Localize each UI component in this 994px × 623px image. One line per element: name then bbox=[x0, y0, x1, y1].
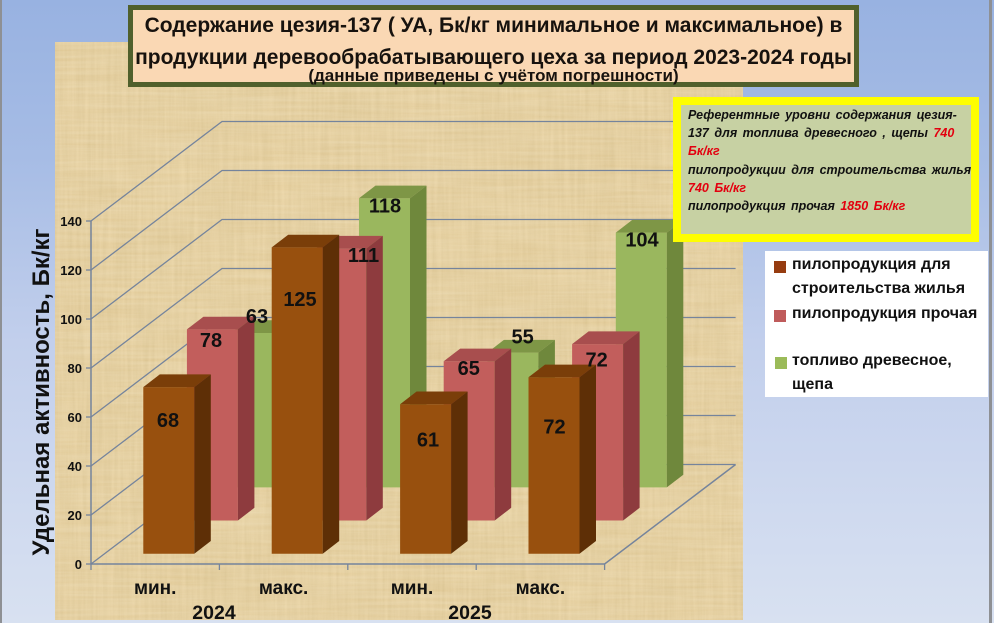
svg-text:63: 63 bbox=[246, 306, 268, 328]
svg-text:120: 120 bbox=[60, 263, 82, 278]
svg-text:78: 78 bbox=[200, 330, 222, 352]
svg-text:мин.: мин. bbox=[391, 578, 434, 599]
svg-text:61: 61 bbox=[417, 430, 439, 452]
svg-text:72: 72 bbox=[543, 416, 565, 438]
svg-text:0: 0 bbox=[75, 557, 82, 572]
svg-text:2024: 2024 bbox=[192, 602, 236, 623]
svg-text:140: 140 bbox=[60, 214, 82, 229]
svg-text:125: 125 bbox=[283, 289, 316, 311]
svg-text:65: 65 bbox=[458, 358, 480, 380]
svg-text:68: 68 bbox=[157, 410, 179, 432]
svg-text:118: 118 bbox=[369, 196, 401, 218]
svg-text:104: 104 bbox=[625, 230, 659, 252]
svg-text:Удельная активность, Бк/кг: Удельная активность, Бк/кг bbox=[28, 228, 55, 555]
svg-text:100: 100 bbox=[60, 312, 82, 327]
svg-text:макс.: макс. bbox=[516, 578, 565, 599]
svg-text:111: 111 bbox=[348, 245, 379, 267]
svg-text:72: 72 bbox=[585, 349, 607, 371]
svg-text:55: 55 bbox=[511, 327, 533, 349]
svg-text:40: 40 bbox=[68, 459, 82, 474]
svg-text:2025: 2025 bbox=[448, 602, 492, 623]
svg-text:80: 80 bbox=[68, 361, 82, 376]
svg-text:мин.: мин. bbox=[134, 578, 177, 599]
svg-text:60: 60 bbox=[68, 410, 82, 425]
svg-text:макс.: макс. bbox=[259, 578, 308, 599]
svg-text:20: 20 bbox=[68, 508, 82, 523]
